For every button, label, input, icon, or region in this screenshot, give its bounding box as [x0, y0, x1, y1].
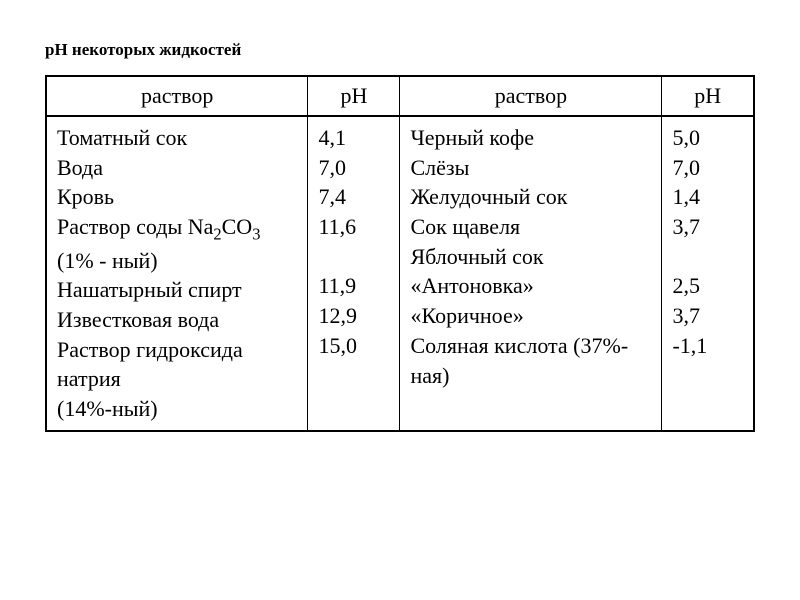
header-ph-2: рН: [662, 76, 754, 116]
page-title: рН некоторых жидкостей: [45, 40, 755, 60]
cell-ph-right: 5,07,01,43,72,53,7-1,1: [662, 116, 754, 431]
header-solution-1: раствор: [46, 76, 308, 116]
data-row: Томатный сокВодаКровьРаствор соды Na2CO3…: [46, 116, 754, 431]
cell-solutions-left: Томатный сокВодаКровьРаствор соды Na2CO3…: [46, 116, 308, 431]
header-solution-2: раствор: [400, 76, 662, 116]
header-ph-1: рН: [308, 76, 400, 116]
header-row: раствор рН раствор рН: [46, 76, 754, 116]
cell-ph-left: 4,17,07,411,611,912,915,0: [308, 116, 400, 431]
ph-table: раствор рН раствор рН Томатный сокВодаКр…: [45, 75, 755, 432]
cell-solutions-right: Черный кофеСлёзыЖелудочный сокСок щавеля…: [400, 116, 662, 431]
